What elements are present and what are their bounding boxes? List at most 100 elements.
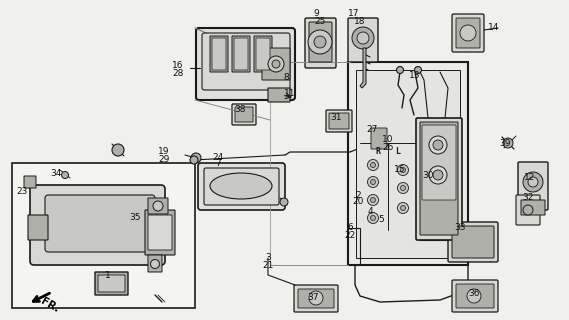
- Text: 7: 7: [215, 158, 221, 167]
- Text: 16: 16: [172, 60, 184, 69]
- Circle shape: [429, 136, 447, 154]
- Text: 38: 38: [234, 106, 246, 115]
- Text: 9: 9: [313, 9, 319, 18]
- Text: 29: 29: [158, 156, 170, 164]
- Circle shape: [467, 289, 481, 303]
- FancyBboxPatch shape: [268, 88, 290, 102]
- Circle shape: [398, 182, 409, 194]
- FancyBboxPatch shape: [452, 14, 484, 52]
- FancyBboxPatch shape: [212, 38, 226, 70]
- Polygon shape: [360, 48, 366, 88]
- FancyBboxPatch shape: [145, 210, 175, 255]
- FancyBboxPatch shape: [204, 168, 279, 205]
- Text: 14: 14: [488, 22, 500, 31]
- FancyBboxPatch shape: [210, 36, 228, 72]
- Bar: [356, 70, 460, 258]
- Text: 22: 22: [344, 231, 356, 241]
- Text: 5: 5: [378, 215, 384, 225]
- FancyBboxPatch shape: [422, 125, 456, 200]
- FancyBboxPatch shape: [148, 255, 162, 272]
- Circle shape: [272, 60, 280, 68]
- FancyBboxPatch shape: [416, 118, 462, 240]
- Circle shape: [433, 140, 443, 150]
- Circle shape: [268, 56, 284, 72]
- Circle shape: [433, 170, 443, 180]
- FancyBboxPatch shape: [368, 125, 390, 152]
- FancyBboxPatch shape: [254, 36, 272, 72]
- Text: 15: 15: [394, 165, 406, 174]
- FancyBboxPatch shape: [28, 215, 48, 240]
- FancyBboxPatch shape: [298, 289, 334, 308]
- Text: 10: 10: [382, 135, 394, 145]
- Circle shape: [414, 67, 422, 74]
- Circle shape: [397, 67, 403, 74]
- Text: 6: 6: [347, 223, 353, 233]
- FancyBboxPatch shape: [95, 272, 128, 295]
- Text: 37: 37: [307, 293, 319, 302]
- FancyBboxPatch shape: [24, 176, 36, 188]
- Text: 11: 11: [284, 89, 296, 98]
- FancyBboxPatch shape: [256, 38, 270, 70]
- FancyBboxPatch shape: [148, 198, 168, 214]
- Text: 30: 30: [422, 171, 434, 180]
- FancyBboxPatch shape: [348, 18, 378, 62]
- Circle shape: [352, 27, 374, 49]
- Circle shape: [112, 144, 124, 156]
- Ellipse shape: [210, 173, 272, 199]
- Text: 1: 1: [105, 270, 111, 279]
- Text: 39: 39: [499, 139, 511, 148]
- Text: 3: 3: [265, 253, 271, 262]
- Circle shape: [528, 177, 538, 187]
- FancyBboxPatch shape: [232, 104, 256, 125]
- FancyBboxPatch shape: [294, 285, 338, 312]
- Circle shape: [401, 167, 406, 172]
- Circle shape: [523, 172, 543, 192]
- Circle shape: [61, 172, 68, 179]
- FancyBboxPatch shape: [45, 195, 155, 252]
- Circle shape: [370, 197, 376, 203]
- Text: 25: 25: [314, 18, 325, 27]
- Bar: [12, 163, 195, 308]
- FancyBboxPatch shape: [371, 128, 387, 149]
- Text: 32: 32: [522, 194, 534, 203]
- FancyBboxPatch shape: [198, 163, 285, 210]
- Circle shape: [150, 260, 159, 268]
- FancyBboxPatch shape: [386, 135, 408, 158]
- FancyBboxPatch shape: [452, 280, 498, 312]
- FancyBboxPatch shape: [420, 122, 458, 235]
- Circle shape: [368, 177, 378, 188]
- FancyBboxPatch shape: [518, 162, 548, 210]
- FancyBboxPatch shape: [452, 226, 494, 258]
- Text: 8: 8: [283, 74, 289, 83]
- Circle shape: [398, 203, 409, 213]
- Circle shape: [401, 205, 406, 211]
- Text: 20: 20: [352, 197, 364, 206]
- FancyBboxPatch shape: [235, 107, 253, 122]
- FancyBboxPatch shape: [326, 110, 352, 132]
- Circle shape: [308, 30, 332, 54]
- Circle shape: [191, 153, 201, 163]
- FancyBboxPatch shape: [309, 22, 332, 62]
- Text: 12: 12: [524, 173, 535, 182]
- Text: 19: 19: [158, 148, 170, 156]
- Circle shape: [368, 195, 378, 205]
- Text: 23: 23: [17, 188, 28, 196]
- FancyBboxPatch shape: [521, 200, 545, 215]
- Text: R: R: [376, 148, 381, 156]
- FancyBboxPatch shape: [202, 33, 290, 90]
- Circle shape: [368, 212, 378, 223]
- FancyBboxPatch shape: [329, 113, 349, 129]
- FancyBboxPatch shape: [98, 275, 125, 292]
- FancyBboxPatch shape: [448, 222, 498, 262]
- FancyBboxPatch shape: [456, 284, 494, 308]
- Text: 26: 26: [382, 143, 394, 153]
- FancyBboxPatch shape: [516, 195, 540, 225]
- Circle shape: [280, 198, 288, 206]
- Text: 21: 21: [262, 260, 274, 269]
- FancyBboxPatch shape: [30, 185, 165, 265]
- Bar: [348, 62, 468, 265]
- Text: 27: 27: [366, 125, 378, 134]
- FancyBboxPatch shape: [262, 48, 290, 80]
- FancyBboxPatch shape: [196, 28, 295, 100]
- FancyBboxPatch shape: [148, 215, 172, 250]
